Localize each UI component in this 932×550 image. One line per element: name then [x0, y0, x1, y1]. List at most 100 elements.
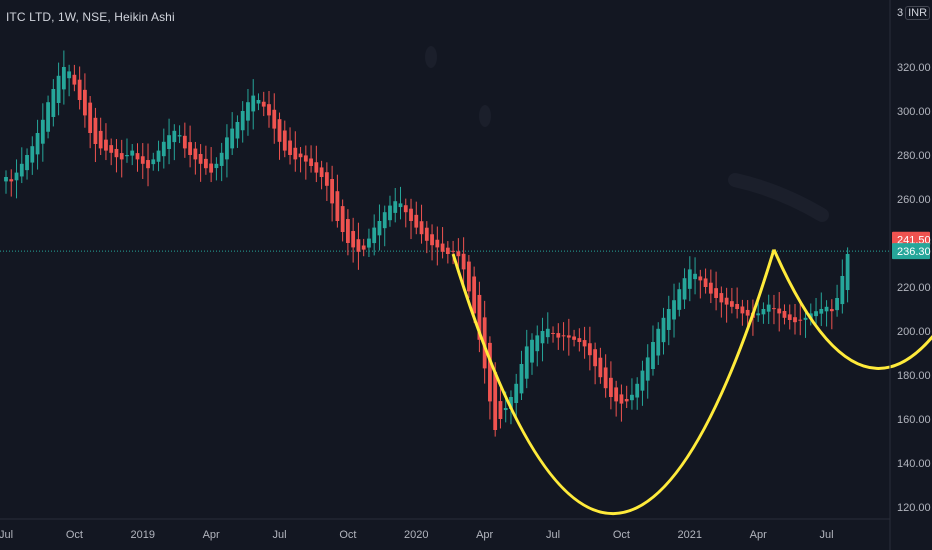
candle-body	[561, 335, 566, 337]
y-tick-label: 260.00	[897, 194, 931, 206]
y-tick-label: 320.00	[897, 62, 931, 74]
chart-watermark	[425, 46, 829, 222]
candle-body	[19, 163, 24, 177]
candle-body	[677, 289, 682, 310]
candle-body	[793, 317, 797, 323]
candle-body	[46, 102, 50, 132]
candle-body	[146, 160, 150, 169]
candle-body	[377, 221, 382, 236]
candle-body	[672, 300, 676, 320]
candle-body	[545, 328, 550, 338]
candle-body	[346, 219, 350, 243]
candle-body	[509, 397, 513, 410]
candle-body	[9, 179, 14, 182]
candle-body	[803, 317, 808, 320]
candle-body	[288, 140, 292, 155]
candle-body	[424, 227, 429, 241]
candle-body	[388, 205, 392, 221]
candle-body	[30, 146, 35, 163]
y-tick-label: 140.00	[897, 458, 931, 470]
candle-body	[88, 102, 93, 133]
candle-body	[235, 122, 240, 139]
currency-indicator[interactable]: 3 INR	[897, 6, 931, 20]
y-tick-label: 200.00	[897, 326, 931, 338]
candle-body	[319, 167, 324, 177]
candle-body	[309, 158, 313, 166]
candle-body	[356, 239, 361, 252]
candle-body	[551, 332, 555, 334]
candle-body	[556, 333, 561, 338]
candle-body	[614, 387, 619, 402]
x-tick-label: Jul	[546, 529, 560, 541]
candle-body	[756, 313, 761, 316]
candle-body	[819, 309, 824, 314]
y-tick-label: 120.00	[897, 502, 931, 514]
candle-body	[77, 79, 82, 100]
candle-body	[272, 109, 277, 129]
candle-body	[703, 278, 708, 287]
candle-body	[603, 367, 608, 389]
chart-title: ITC LTD, 1W, NSE, Heikin Ashi	[6, 10, 175, 24]
candle-body	[840, 276, 845, 305]
candle-body	[382, 212, 387, 229]
candle-body	[361, 245, 366, 250]
pattern-handle[interactable]	[772, 248, 932, 370]
candle-body	[335, 191, 340, 221]
candle-body	[298, 153, 303, 158]
candle-body	[324, 172, 329, 186]
candle-body	[119, 153, 124, 160]
candle-body	[530, 339, 534, 363]
y-tick-label: 280.00	[897, 150, 931, 162]
candle-body	[35, 133, 40, 155]
candle-body	[93, 117, 98, 144]
x-tick-label: Apr	[203, 529, 220, 541]
candle-body	[109, 145, 114, 153]
candle-body	[172, 130, 177, 143]
candle-body	[182, 135, 187, 149]
candle-body	[566, 335, 571, 338]
candle-body	[393, 201, 398, 213]
candle-body	[519, 364, 524, 394]
candle-body	[209, 163, 214, 173]
candle-body	[330, 179, 335, 204]
candle-body	[577, 338, 582, 342]
candle-body	[430, 234, 434, 246]
candle-body	[56, 75, 61, 103]
candle-body	[777, 308, 782, 314]
price-axis[interactable]: 120.00140.00160.00180.00200.00220.00240.…	[889, 0, 931, 550]
candle-body	[398, 203, 403, 208]
x-tick-label: Oct	[66, 529, 83, 541]
candle-body	[419, 221, 424, 235]
candle-body	[135, 153, 140, 160]
candle-body	[314, 162, 319, 173]
candle-body	[293, 147, 298, 160]
candle-body	[340, 206, 345, 232]
currency-label[interactable]: INR	[905, 6, 931, 20]
candle-body	[72, 74, 77, 85]
pattern-cup[interactable]	[451, 249, 776, 515]
candle-body	[666, 309, 671, 330]
candle-body	[693, 273, 697, 280]
candle-body	[661, 317, 666, 343]
candle-body	[488, 342, 492, 402]
time-axis[interactable]: Jul Oct 2019 Apr Jul Oct 2020 Apr Jul Oct 2021 Apr J…	[0, 518, 890, 541]
candle-body	[735, 303, 740, 309]
candle-body	[414, 214, 419, 228]
candle-body	[4, 177, 8, 182]
candle-body	[466, 261, 471, 292]
candle-body	[188, 142, 192, 155]
candle-body	[130, 150, 135, 156]
candle-body	[67, 71, 72, 79]
candle-body	[740, 306, 745, 314]
candle-body	[835, 298, 839, 311]
x-tick-label: 2020	[404, 529, 428, 541]
candle-body	[461, 253, 466, 270]
candle-body	[635, 383, 640, 398]
candle-body	[593, 349, 598, 367]
candle-body	[451, 250, 455, 252]
x-tick-label: Oct	[339, 529, 356, 541]
price-tag: 236.30	[892, 243, 931, 260]
candle-body	[40, 119, 45, 144]
